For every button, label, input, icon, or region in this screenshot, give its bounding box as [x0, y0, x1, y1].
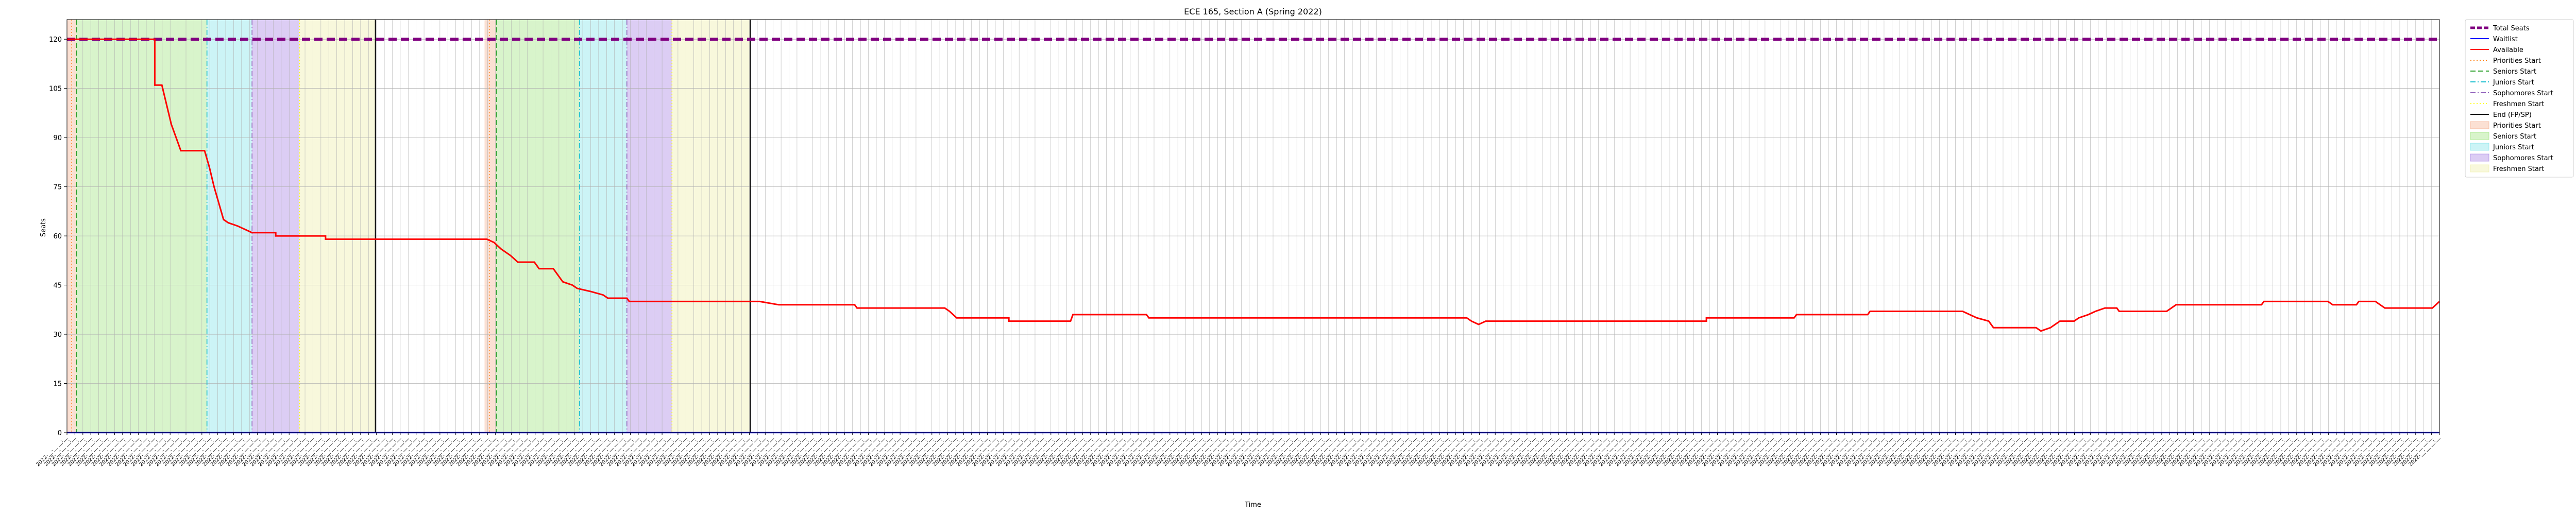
span-juniors-start	[207, 20, 252, 433]
legend-freshmen-start-label: Freshmen Start	[2493, 165, 2544, 173]
span-sophomores-start	[252, 20, 300, 433]
y-axis-label: Seats	[40, 218, 47, 237]
span-freshmen-start	[672, 20, 751, 433]
legend-juniors-start-label: Juniors Start	[2493, 144, 2534, 151]
legend-freshmen-start-swatch	[2470, 164, 2489, 173]
span-priorities-start	[484, 20, 497, 433]
y-tick-label: 75	[53, 184, 62, 192]
y-tick-label: 0	[58, 430, 62, 437]
x-axis-label: Time	[1244, 501, 1261, 509]
legend-priorities-start-label: Priorities Start	[2493, 122, 2541, 130]
y-tick-label: 60	[53, 233, 62, 241]
legend-juniors-start-swatch	[2470, 143, 2489, 151]
legend-end-fp-sp--label: End (FP/SP)	[2493, 111, 2532, 119]
x-axis-ticks: 2022-__-__ __:__2022-__-__ __:__2022-__-…	[35, 433, 2441, 468]
legend-juniors-start-label: Juniors Start	[2493, 79, 2534, 87]
legend-available-label: Available	[2493, 46, 2523, 54]
period-spans	[67, 20, 751, 433]
y-tick-label: 120	[49, 36, 62, 44]
legend-seniors-start-swatch	[2470, 132, 2489, 140]
legend-freshmen-start-label: Freshmen Start	[2493, 100, 2544, 108]
legend-waitlist-label: Waitlist	[2493, 36, 2518, 43]
legend-seniors-start-label: Seniors Start	[2493, 68, 2536, 76]
legend-priorities-start-label: Priorities Start	[2493, 57, 2541, 65]
y-tick-label: 15	[53, 381, 62, 388]
span-freshmen-start	[299, 20, 376, 433]
y-tick-label: 90	[53, 134, 62, 142]
y-axis-ticks: 0 15 30 45 60 75 90 105 120	[49, 36, 67, 437]
span-juniors-start	[579, 20, 627, 433]
y-tick-label: 30	[53, 331, 62, 339]
legend-seniors-start-label: Seniors Start	[2493, 133, 2536, 141]
legend-priorities-start-swatch	[2470, 121, 2489, 129]
legend-sophomores-start-label: Sophomores Start	[2493, 154, 2553, 162]
series-available	[67, 38, 2441, 332]
y-tick-label: 45	[53, 282, 62, 290]
period-lines	[71, 20, 751, 433]
legend: Total Seats Waitlist Available Priorities S…	[2465, 19, 2574, 178]
chart-title: ECE 165, Section A (Spring 2022)	[1184, 7, 1322, 16]
legend-sophomores-start-swatch	[2470, 153, 2489, 162]
legend-box	[2465, 19, 2574, 178]
grid-lines	[66, 20, 2440, 433]
span-priorities-start	[67, 20, 77, 433]
span-seniors-start	[76, 20, 207, 433]
y-tick-label: 105	[49, 85, 62, 93]
axes-frame	[66, 19, 2440, 433]
span-sophomores-start	[626, 20, 672, 433]
legend-total-seats-label: Total Seats	[2493, 25, 2530, 32]
legend-sophomores-start-label: Sophomores Start	[2493, 90, 2553, 97]
